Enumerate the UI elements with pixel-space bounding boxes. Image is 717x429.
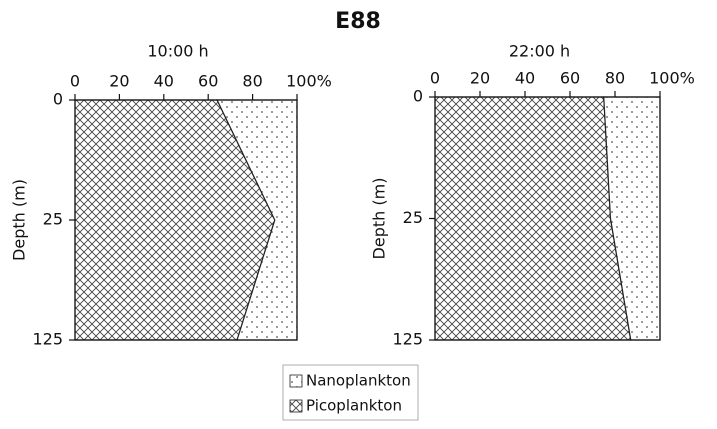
x-tick-label: 100% bbox=[286, 72, 332, 91]
x-tick-label: 100% bbox=[649, 69, 695, 88]
x-tick-label: 20 bbox=[470, 69, 490, 88]
x-tick-label: 40 bbox=[515, 69, 535, 88]
x-tick-label: 20 bbox=[109, 72, 129, 91]
legend-swatch bbox=[289, 399, 303, 413]
y-tick-label: 125 bbox=[392, 330, 423, 349]
y-tick-label: 0 bbox=[53, 90, 63, 109]
legend-label: Nanoplankton bbox=[306, 372, 411, 390]
chart-title: E88 bbox=[335, 9, 381, 34]
y-tick-label: 0 bbox=[413, 87, 423, 106]
area-crosshatch bbox=[434, 96, 632, 341]
legend-label: Picoplankton bbox=[306, 397, 402, 415]
x-tick-label: 0 bbox=[430, 69, 440, 88]
subtitle: 22:00 h bbox=[509, 42, 570, 61]
y-tick-label: 125 bbox=[32, 330, 63, 349]
legend-box bbox=[282, 364, 419, 421]
x-tick-label: 0 bbox=[70, 72, 80, 91]
legend-swatch bbox=[289, 374, 303, 388]
x-tick-label: 80 bbox=[242, 72, 262, 91]
x-tick-label: 80 bbox=[605, 69, 625, 88]
y-axis-label: Depth (m) bbox=[10, 179, 29, 261]
x-tick-label: 60 bbox=[198, 72, 218, 91]
x-tick-label: 40 bbox=[154, 72, 174, 91]
y-axis-label: Depth (m) bbox=[370, 178, 389, 260]
subtitle: 10:00 h bbox=[147, 42, 208, 61]
y-tick-label: 25 bbox=[43, 210, 63, 229]
x-tick-label: 60 bbox=[560, 69, 580, 88]
y-tick-label: 25 bbox=[403, 208, 423, 227]
